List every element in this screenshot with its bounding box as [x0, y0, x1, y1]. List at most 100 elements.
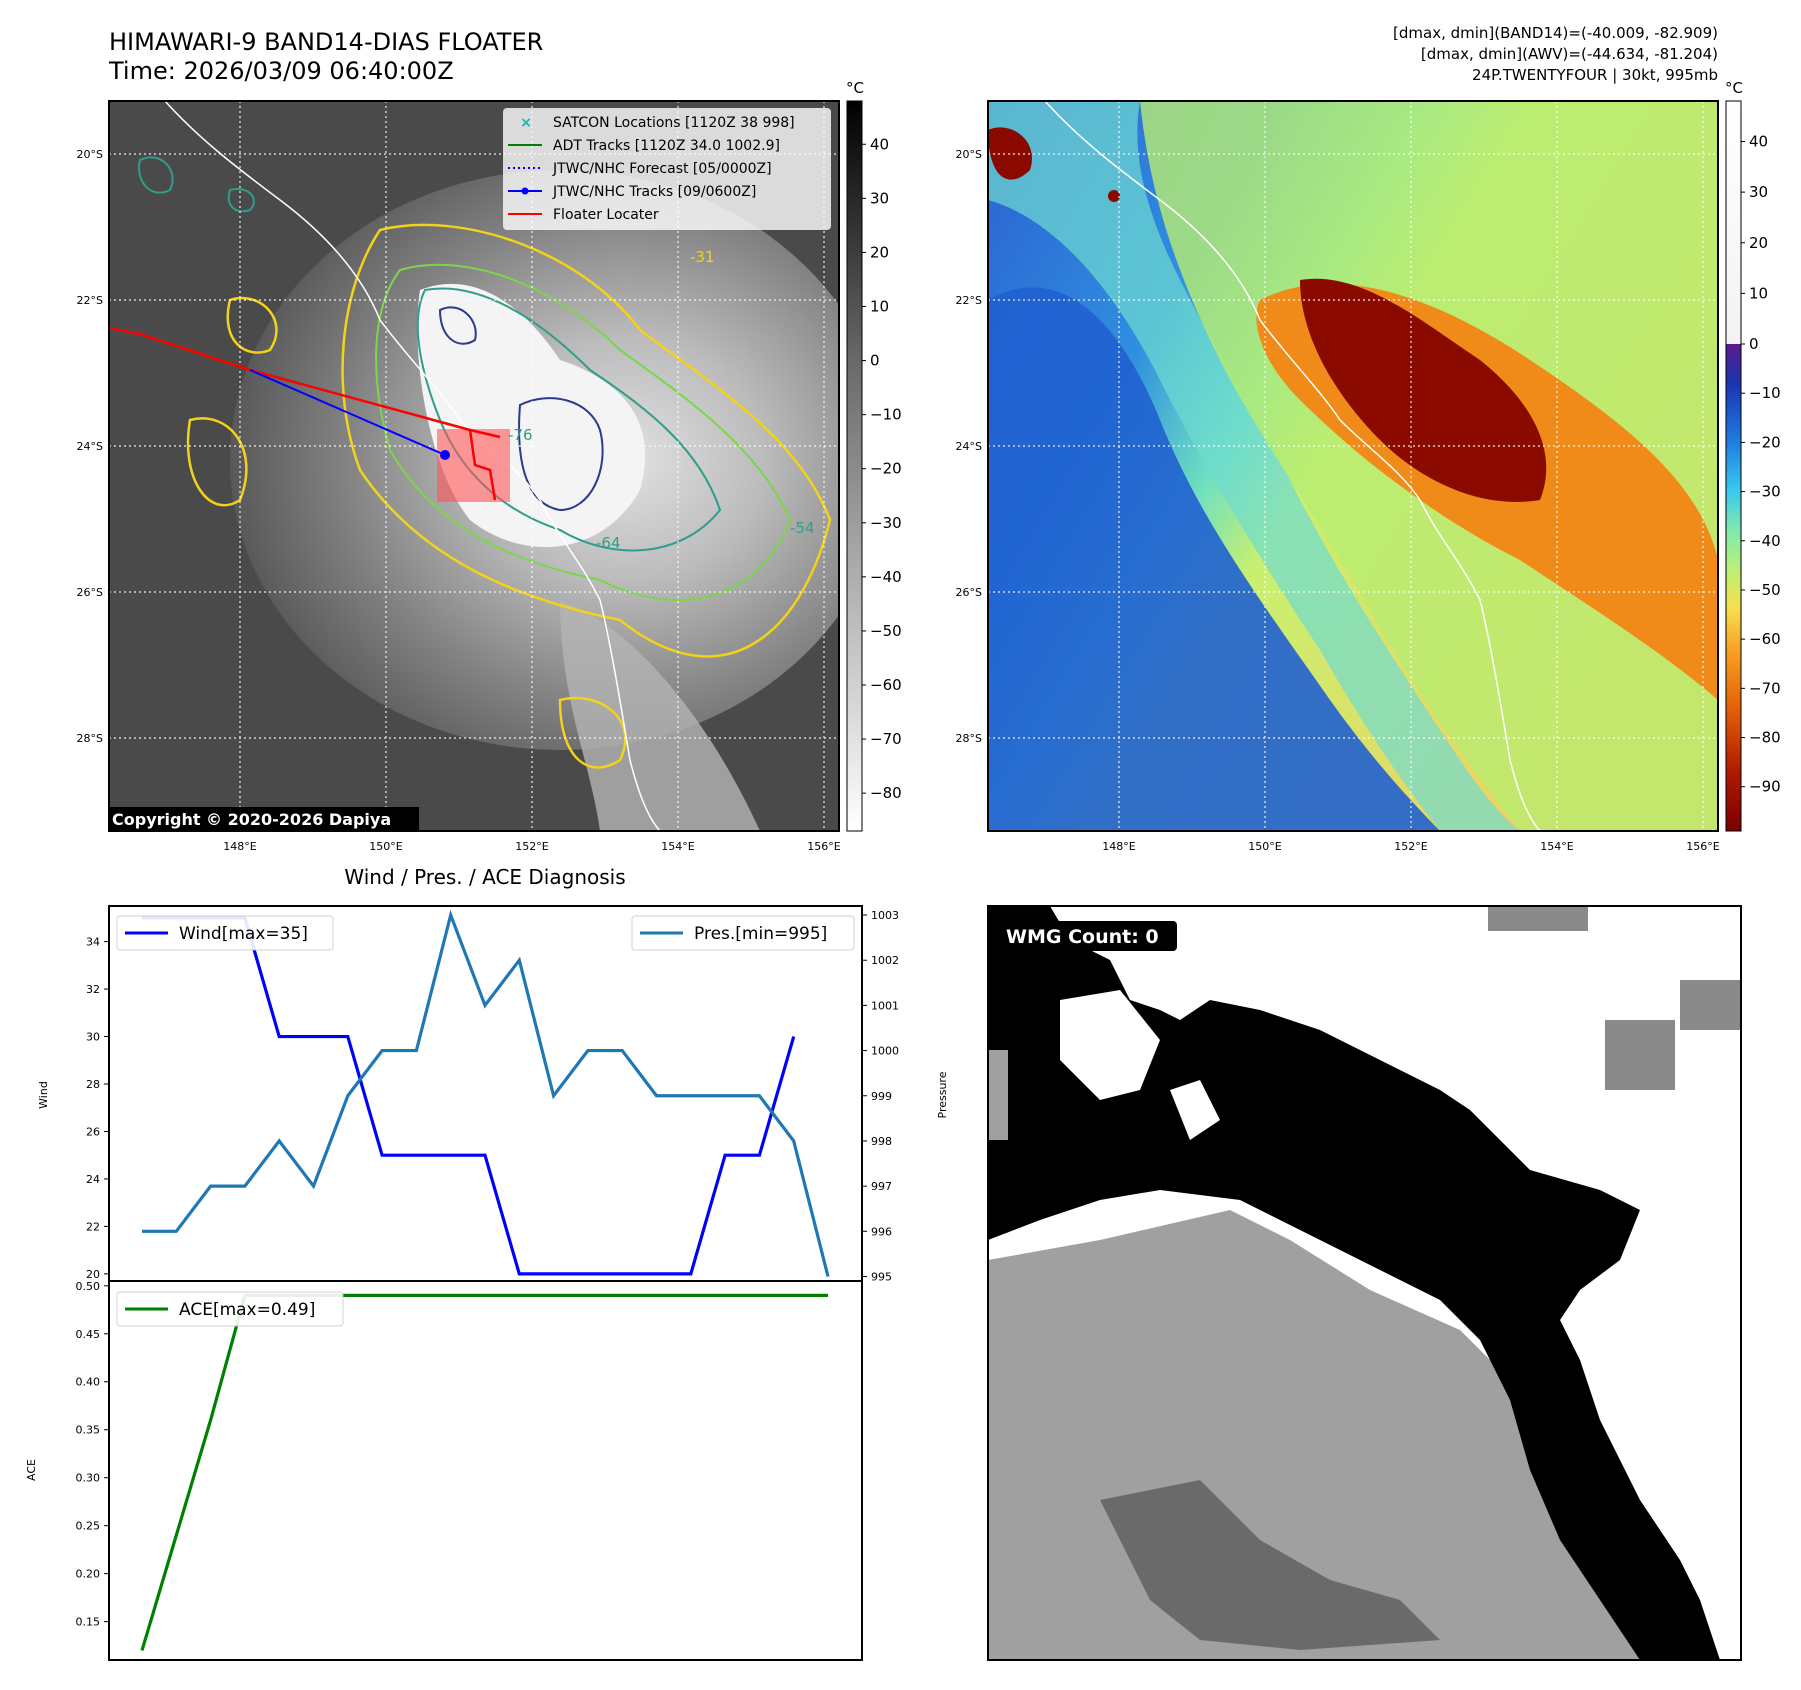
wind-axis-label: Wind — [37, 1081, 50, 1109]
pressure-ytick-label: 998 — [871, 1135, 892, 1148]
ir-colorbar — [846, 100, 863, 832]
ir-lat-labels: 20°S 22°S 24°S 26°S 28°S — [77, 148, 103, 745]
colorbar-tick-label: 40 — [870, 135, 889, 153]
pressure-ytick-label: 1001 — [871, 999, 899, 1012]
wind-pressure-lines — [142, 909, 830, 1277]
awv-colorbar-warm — [1726, 101, 1741, 344]
contour-label: -31 — [690, 248, 715, 266]
contour-label: -76 — [508, 426, 533, 444]
diagnosis-panel: 20 22 24 26 28 30 32 34 995 996 997 998 999 1000 1001 1… — [25, 905, 949, 1661]
ace-axis-label: ACE — [25, 1459, 38, 1481]
awv-image — [988, 101, 1718, 831]
awv-colorbar-unit: °C — [1725, 79, 1743, 97]
lon-tick-label: 152°E — [1394, 840, 1427, 853]
colorbar-tick-label: −60 — [1749, 630, 1781, 648]
legend-label: SATCON Locations [1120Z 38 998] — [553, 115, 795, 131]
colorbar-tick-label: 0 — [870, 352, 880, 370]
wmg-count-label: WMG Count: 0 — [1006, 926, 1159, 948]
pressure-ytick-label: 999 — [871, 1090, 892, 1103]
wmg-panel: WMG Count: 0 — [987, 905, 1742, 1661]
awv-panel: 20°S 22°S 24°S 26°S 28°S 148°E 150°E 152°E 154°… — [956, 79, 1781, 853]
colorbar-tick-label: 10 — [870, 297, 889, 315]
pressure-ytick-label: 1003 — [871, 909, 899, 922]
floater-box — [437, 429, 510, 502]
jtwc-track — [249, 369, 446, 456]
colorbar-tick-label: −20 — [1749, 433, 1781, 451]
colorbar-tick-label: 30 — [1749, 183, 1768, 201]
pressure-ytick-label: 995 — [871, 1270, 892, 1283]
info-storm: 24P.TWENTYFOUR | 30kt, 995mb — [1472, 66, 1718, 84]
wind-ytick-label: 28 — [86, 1078, 100, 1091]
wind-ytick-label: 24 — [86, 1173, 100, 1186]
lat-tick-label: 26°S — [77, 586, 103, 599]
pressure-axis-label: Pressure — [936, 1071, 949, 1118]
ace-ytick-label: 0.25 — [76, 1520, 101, 1533]
colorbar-tick-label: −10 — [870, 406, 902, 424]
legend-marker-dot — [521, 187, 529, 195]
lat-tick-label: 20°S — [77, 148, 103, 161]
colorbar-tick-label: 10 — [1749, 284, 1768, 302]
lat-tick-label: 20°S — [956, 148, 982, 161]
contour-label: -54 — [790, 519, 815, 537]
ir-legend: × SATCON Locations [1120Z 38 998] ADT Trac… — [503, 108, 831, 230]
ace-legend-label: ACE[max=0.49] — [179, 1300, 315, 1320]
wind-ytick-label: 30 — [86, 1031, 100, 1044]
awv-colorbar-ticks: 40 30 20 10 0 −10 −20 −30 −40 −50 −60 −70 −80 −90 — [1741, 133, 1781, 796]
wind-legend-label: Wind[max=35] — [179, 924, 308, 944]
wind-legend-box — [116, 915, 334, 951]
lat-tick-label: 24°S — [77, 440, 103, 453]
colorbar-tick-label: −40 — [870, 568, 902, 586]
wind-ytick-label: 22 — [86, 1220, 100, 1233]
contour-label: -64 — [596, 534, 621, 552]
colorbar-tick-label: 30 — [870, 189, 889, 207]
lon-tick-label: 150°E — [1248, 840, 1281, 853]
figure-title: HIMAWARI-9 BAND14-DIAS FLOATER — [109, 28, 543, 56]
colorbar-tick-label: 20 — [870, 243, 889, 261]
ir-lon-labels: 148°E 150°E 152°E 154°E 156°E — [223, 840, 840, 853]
pressure-ytick-label: 1000 — [871, 1045, 899, 1058]
colorbar-tick-label: −90 — [1749, 778, 1781, 796]
colorbar-tick-label: −30 — [870, 514, 902, 532]
info-band14: [dmax, dmin](BAND14)=(-40.009, -82.909) — [1393, 24, 1718, 42]
ace-ytick-label: 0.30 — [76, 1472, 101, 1485]
ace-series-line — [140, 1293, 828, 1651]
wind-ytick-label: 26 — [86, 1125, 100, 1138]
lon-tick-label: 150°E — [369, 840, 402, 853]
ace-ytick-label: 0.20 — [76, 1568, 101, 1581]
awv-lat-labels: 20°S 22°S 24°S 26°S 28°S — [956, 148, 982, 745]
legend-label: JTWC/NHC Forecast [05/0000Z] — [552, 161, 772, 177]
awv-colorbar-cold — [1726, 344, 1741, 831]
pressure-ytick-label: 997 — [871, 1180, 892, 1193]
copyright-label: Copyright © 2020-2026 Dapiya — [112, 810, 391, 829]
wind-ytick-label: 32 — [86, 983, 100, 996]
lat-tick-label: 22°S — [956, 294, 982, 307]
lon-tick-label: 154°E — [661, 840, 694, 853]
lon-tick-label: 152°E — [515, 840, 548, 853]
lat-tick-label: 26°S — [956, 586, 982, 599]
colorbar-tick-label: −50 — [1749, 581, 1781, 599]
colorbar-tick-label: 20 — [1749, 234, 1768, 252]
colorbar-tick-label: −10 — [1749, 384, 1781, 402]
ace-ytick-label: 0.40 — [76, 1376, 101, 1389]
lon-tick-label: 156°E — [1686, 840, 1719, 853]
info-awv: [dmax, dmin](AWV)=(-44.634, -81.204) — [1421, 45, 1718, 63]
lon-tick-label: 156°E — [807, 840, 840, 853]
colorbar-tick-label: −60 — [870, 676, 902, 694]
diag-title: Wind / Pres. / ACE Diagnosis — [344, 865, 625, 889]
colorbar-tick-label: −30 — [1749, 483, 1781, 501]
lon-tick-label: 148°E — [223, 840, 256, 853]
ace-ytick-label: 0.35 — [76, 1424, 101, 1437]
wind-ytick-label: 20 — [86, 1268, 100, 1281]
lon-tick-label: 148°E — [1102, 840, 1135, 853]
colorbar-tick-label: −70 — [870, 730, 902, 748]
lat-tick-label: 28°S — [77, 732, 103, 745]
colorbar-tick-label: 40 — [1749, 133, 1768, 151]
ir-colorbar-unit: °C — [846, 79, 864, 97]
pressure-ytick-label: 996 — [871, 1225, 892, 1238]
colorbar-tick-label: −20 — [870, 460, 902, 478]
awv-lon-labels: 148°E 150°E 152°E 154°E 156°E — [1102, 840, 1719, 853]
figure-time: Time: 2026/03/09 06:40:00Z — [108, 57, 454, 85]
ace-ytick-label: 0.50 — [76, 1280, 101, 1293]
legend-marker-x: × — [520, 115, 532, 131]
